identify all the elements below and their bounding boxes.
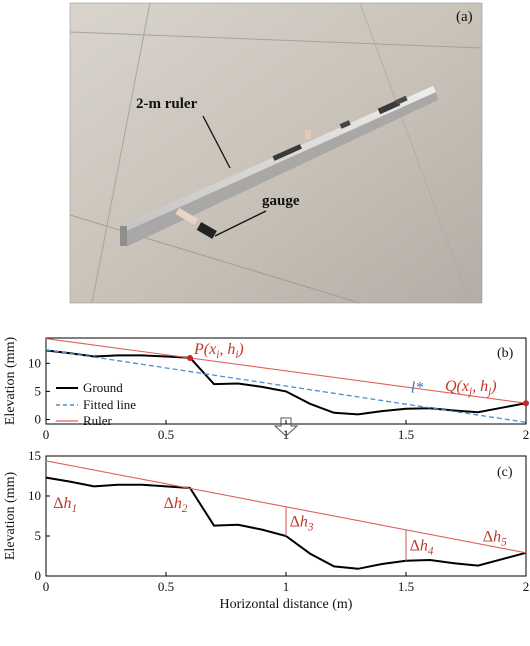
y-axis-label-b: Elevation (mm)	[3, 337, 18, 426]
gauge-label: gauge	[262, 193, 300, 209]
ruler-end-cap	[120, 226, 127, 246]
c-y-tick-label: 15	[28, 448, 41, 463]
ruler-fitting	[305, 130, 311, 139]
point-q-label: Q(xj, hj)	[445, 378, 497, 398]
c-y-tick-label: 5	[35, 528, 42, 543]
photo-panel-a: (a) 2-m ruler gauge	[69, 2, 483, 304]
ruler-leader-line	[202, 115, 231, 169]
delta-h-label: Δh1	[53, 495, 77, 515]
b-y-tick-label: 5	[35, 383, 42, 398]
gauge-body	[175, 207, 199, 225]
point-p-label: P(xi, hi)	[193, 341, 244, 361]
ruler-bar-side	[124, 92, 438, 247]
floor-joint	[69, 31, 483, 49]
legend-label-fitted: Fitted line	[83, 397, 136, 412]
x-axis-label-c: Horizontal distance (m)	[220, 597, 353, 612]
ruler-label: 2-m ruler	[136, 96, 198, 112]
panel-label-b: (b)	[497, 346, 514, 361]
c-x-tick-label: 1	[283, 579, 290, 594]
b-x-tick-label: 0.5	[158, 427, 174, 442]
down-arrow-icon	[273, 417, 299, 437]
c-series-ruler	[45, 460, 527, 554]
floor-joint	[91, 2, 151, 304]
ruler-fitting	[339, 120, 351, 129]
b-y-tick-label: 0	[35, 412, 42, 427]
b-x-tick-label: 1.5	[398, 427, 414, 442]
c-x-tick-label: 2	[523, 579, 530, 594]
c-x-tick-label: 1.5	[398, 579, 414, 594]
ruler-fitting	[394, 95, 408, 106]
fitted-line-label: l*	[411, 380, 423, 397]
c-x-tick-label: 0	[43, 579, 50, 594]
b-y-tick-label: 10	[28, 355, 41, 370]
legend: Ground Fitted line Ruler	[56, 380, 136, 428]
y-axis-label-c: Elevation (mm)	[3, 472, 18, 561]
c-x-tick-label: 0.5	[158, 579, 174, 594]
photo-frame	[69, 2, 483, 304]
c-y-tick-label: 10	[28, 488, 41, 503]
chart-panel-b: 0 0.5 1 1.5 2 0 5 10 P(xi, hi) Q(xj, hj) l* (b) E…	[3, 337, 529, 442]
b-series-ruler	[45, 338, 527, 404]
legend-label-ruler: Ruler	[83, 413, 113, 428]
panel-label-c: (c)	[497, 465, 513, 480]
legend-label-ground: Ground	[83, 380, 123, 395]
photo-panel-label: (a)	[456, 9, 473, 25]
ruler-fitting	[272, 144, 302, 161]
floor-joint	[359, 2, 471, 304]
gauge-leader-line	[214, 210, 267, 237]
ruler-fitting	[377, 99, 401, 115]
gauge-tip	[196, 222, 217, 239]
chart-panel-c: 0 0.5 1 1.5 2 0 5 10 15 Δh1 Δh2 Δh3 Δh4 Δh5 (c) Elev…	[3, 448, 529, 612]
delta-h-label: Δh2	[164, 495, 188, 515]
b-x-tick-label: 2	[523, 427, 530, 442]
delta-h-label: Δh3	[290, 513, 314, 533]
c-y-tick-label: 0	[35, 568, 42, 583]
point-p-marker	[187, 354, 193, 361]
b-x-tick-label: 1	[283, 427, 290, 442]
delta-h-label: Δh5	[483, 529, 507, 549]
point-q-marker	[523, 400, 529, 407]
floor-joint	[69, 214, 361, 304]
b-series-fitted-line	[45, 349, 527, 423]
b-x-tick-label: 0	[43, 427, 50, 442]
delta-h-label: Δh4	[410, 537, 434, 557]
